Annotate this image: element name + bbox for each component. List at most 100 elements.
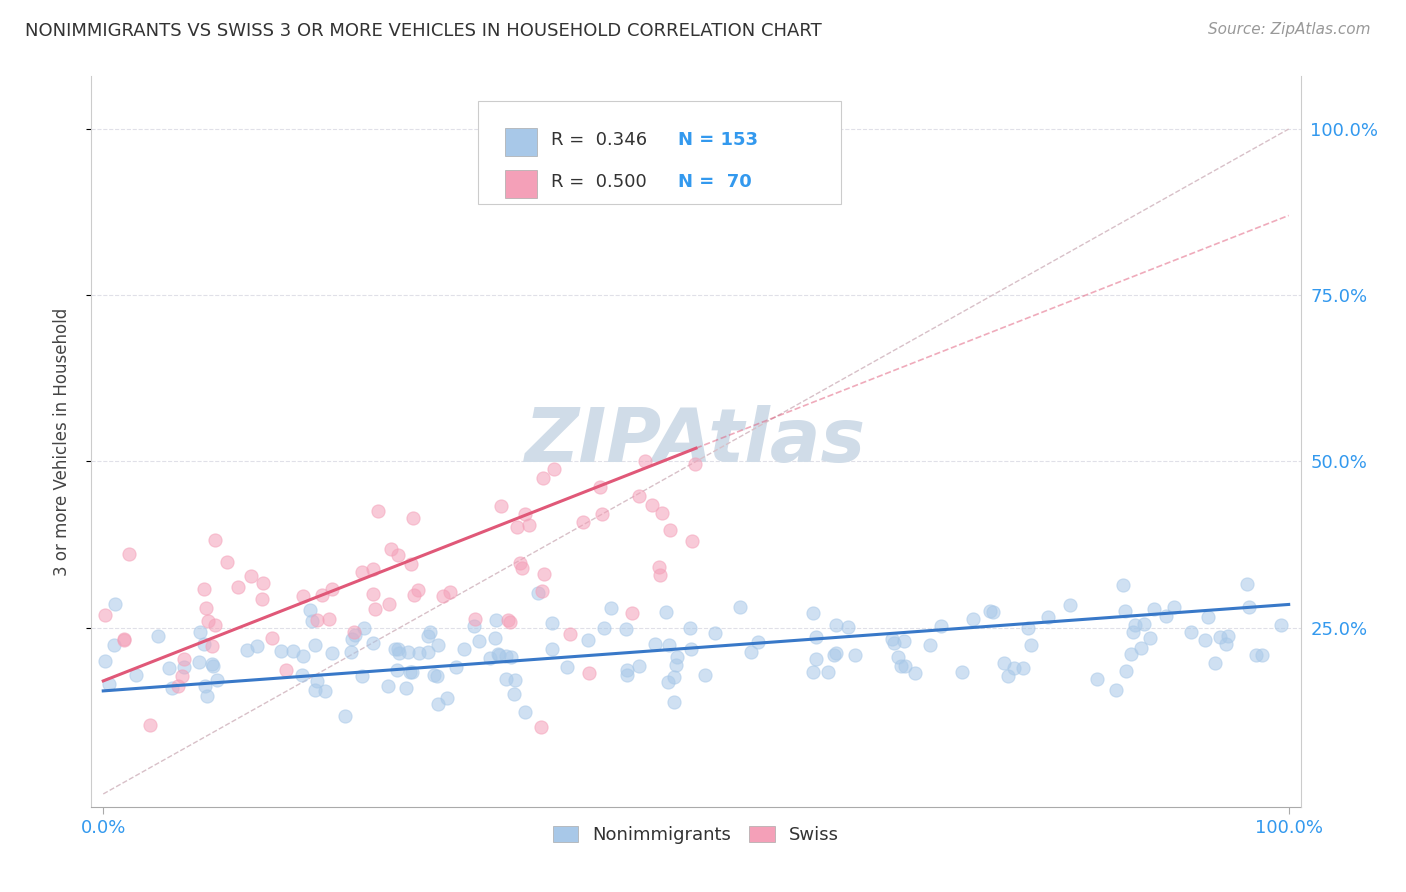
Point [1085,672,1108,686]
Point [427,638,450,652]
Point [616,667,638,681]
FancyBboxPatch shape [478,102,841,204]
Point [648,568,671,582]
Point [304,683,326,698]
Point [883,635,905,649]
Point [304,638,326,652]
Point [387,641,409,656]
Point [506,520,529,534]
Point [202,659,225,673]
Point [377,679,399,693]
Point [662,695,685,709]
Point [387,548,409,562]
Point [399,665,422,679]
Point [205,673,228,687]
Point [1038,609,1060,624]
Point [281,644,304,658]
Point [578,666,600,681]
Point [401,511,423,525]
Point [541,642,564,657]
Point [118,548,141,562]
Point [503,673,526,688]
Point [486,647,509,661]
Text: N = 153: N = 153 [678,131,758,149]
Point [314,683,336,698]
Point [825,617,848,632]
Point [318,612,340,626]
Point [627,659,650,673]
Point [496,613,519,627]
Point [890,659,912,673]
Point [402,587,425,601]
Point [93,607,115,622]
Point [952,665,974,679]
Point [204,533,226,548]
Point [250,591,273,606]
Point [188,655,211,669]
Point [501,650,523,665]
Point [419,625,441,640]
Point [962,612,984,626]
Point [530,721,553,735]
Point [353,621,375,635]
Point [270,644,292,658]
Point [616,663,638,677]
Point [1122,624,1144,639]
Point [321,582,343,596]
Point [291,667,314,681]
Point [614,622,637,636]
Point [593,621,616,635]
Point [620,606,643,620]
Point [388,646,411,660]
Point [274,664,297,678]
Point [641,498,664,512]
Point [378,597,401,611]
Point [1019,638,1042,652]
Point [648,559,671,574]
Point [531,471,554,485]
Point [172,669,194,683]
Point [515,507,537,521]
Point [139,718,162,732]
Point [489,499,512,513]
Point [1139,632,1161,646]
Point [683,457,706,471]
Point [384,642,406,657]
Point [1251,648,1274,662]
Point [894,659,917,673]
Point [252,575,274,590]
Point [236,643,259,657]
Point [591,507,613,521]
Point [981,606,1004,620]
Point [693,668,716,682]
Point [837,620,859,634]
Point [658,638,681,652]
Point [931,619,953,633]
Point [401,557,423,571]
Point [103,638,125,652]
Point [226,580,249,594]
Point [204,618,226,632]
Point [333,709,356,723]
FancyBboxPatch shape [505,128,537,155]
Point [825,646,848,660]
Point [644,637,666,651]
Point [1114,604,1136,618]
Point [301,614,323,628]
Point [503,687,526,701]
Point [1194,632,1216,647]
Point [343,625,366,640]
Point [747,634,769,648]
Point [423,668,446,682]
Point [361,636,384,650]
Point [298,602,321,616]
Point [197,615,219,629]
Point [533,566,555,581]
Point [1237,600,1260,615]
Point [510,561,533,575]
Point [1246,648,1268,663]
Point [463,619,485,633]
Point [817,665,839,679]
Text: R =  0.500: R = 0.500 [551,173,647,192]
Point [495,672,517,686]
